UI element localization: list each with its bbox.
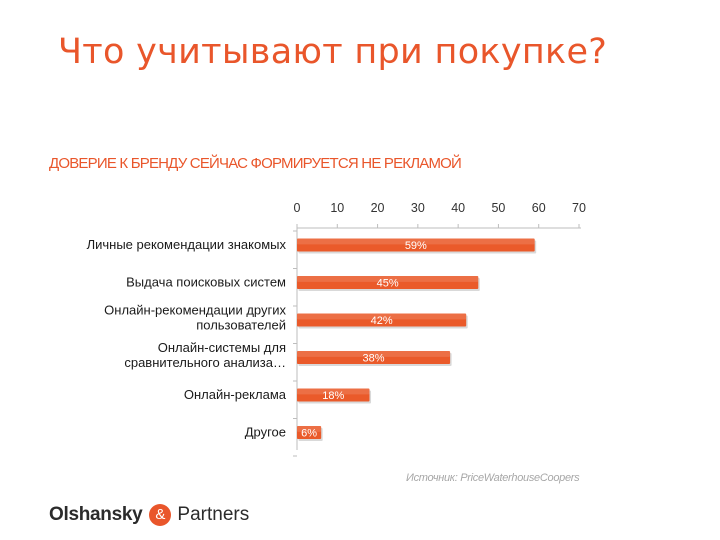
logo-text-right: Partners xyxy=(177,504,250,525)
category-label: Личные рекомендации знакомых xyxy=(87,237,287,252)
bar xyxy=(297,313,467,327)
bar xyxy=(297,351,451,364)
category-label: Выдача поисковых систем xyxy=(126,275,286,290)
bar-highlight xyxy=(297,388,370,395)
category-label: сравнительного анализа… xyxy=(124,355,286,370)
bar xyxy=(297,238,535,252)
source-note: Источник: PriceWaterhouseCoopers xyxy=(406,472,580,484)
x-tick-label: 10 xyxy=(330,201,344,215)
category-label: пользователей xyxy=(196,318,286,333)
category-label: Другое xyxy=(245,425,286,440)
category-label: Онлайн-реклама xyxy=(184,387,287,402)
data-label: 6% xyxy=(301,428,317,440)
bar-highlight xyxy=(297,426,322,432)
bar-highlight xyxy=(297,276,479,282)
x-tick-label: 60 xyxy=(532,201,546,215)
x-tick-label: 50 xyxy=(491,201,505,215)
x-tick-label: 20 xyxy=(371,201,385,215)
x-tick-label: 0 xyxy=(294,201,301,215)
slide-title: Что учитывают при покупке? xyxy=(58,32,608,72)
bar-highlight xyxy=(297,313,467,320)
data-label: 59% xyxy=(405,240,427,252)
category-label: Онлайн-системы для xyxy=(158,340,286,355)
bar-highlight xyxy=(297,351,451,357)
bar xyxy=(297,388,370,402)
bar xyxy=(297,426,322,439)
bar xyxy=(297,276,479,289)
logo-ampersand-icon: & xyxy=(149,504,172,526)
data-label: 18% xyxy=(322,390,344,402)
category-label: Онлайн-рекомендации других xyxy=(104,303,286,318)
logo-text-left: Olshansky xyxy=(49,504,143,525)
data-label: 45% xyxy=(377,278,399,290)
x-tick-label: 70 xyxy=(572,201,586,215)
chart-subtitle: ДОВЕРИЕ К БРЕНДУ СЕЙЧАС ФОРМИРУЕТСЯ НЕ Р… xyxy=(49,155,462,172)
x-tick-label: 40 xyxy=(451,201,465,215)
company-logo: Olshansky & Partners xyxy=(49,502,249,528)
bar-highlight xyxy=(297,238,535,245)
data-label: 38% xyxy=(363,353,385,365)
x-tick-label: 30 xyxy=(411,201,425,215)
data-label: 42% xyxy=(371,315,393,327)
